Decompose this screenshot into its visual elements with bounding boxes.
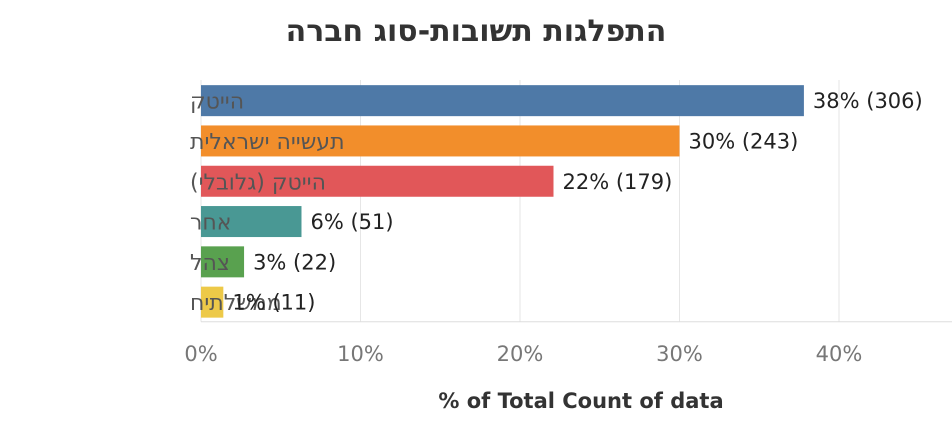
- bar: [201, 85, 804, 117]
- bar: [201, 125, 680, 157]
- x-tick-label: 10%: [337, 342, 384, 366]
- bars-group: [201, 85, 804, 318]
- data-label: 3% (22): [253, 250, 336, 274]
- data-labels: 38% (306) 30% (243) 22% (179) 6% (51) 3% (22…: [232, 89, 923, 315]
- x-tick-label: 0%: [184, 342, 217, 366]
- data-label: 1% (11): [232, 291, 315, 315]
- bar: [201, 286, 224, 318]
- x-tick-label: 30%: [656, 342, 703, 366]
- bar: [201, 246, 245, 278]
- chart-title: התפלגות תשובות-סוג חברה: [285, 14, 667, 49]
- x-axis-title: % of Total Count of data: [438, 389, 723, 413]
- category-label: הייטק: [190, 90, 244, 115]
- category-label: הייטק (גלובלי): [190, 170, 326, 195]
- category-label: צהל: [190, 251, 230, 276]
- data-label: 38% (306): [813, 89, 923, 113]
- data-label: 30% (243): [689, 129, 799, 153]
- x-tick-label: 40%: [816, 342, 863, 366]
- data-label: 22% (179): [562, 170, 672, 194]
- data-label: 6% (51): [310, 210, 393, 234]
- bar: [201, 206, 302, 238]
- grid-lines: [200, 80, 952, 323]
- category-label: ממשלתיח: [190, 291, 282, 316]
- category-labels: הייטק תעשייה ישראלית הייטק (גלובלי) אחר צהל מ…: [190, 90, 345, 316]
- x-tick-label: 20%: [497, 342, 544, 366]
- category-label: אחר: [190, 211, 232, 236]
- bar: [201, 165, 554, 197]
- x-tick-labels: 0% 10% 20% 30% 40%: [184, 342, 862, 366]
- category-label: תעשייה ישראלית: [190, 130, 345, 155]
